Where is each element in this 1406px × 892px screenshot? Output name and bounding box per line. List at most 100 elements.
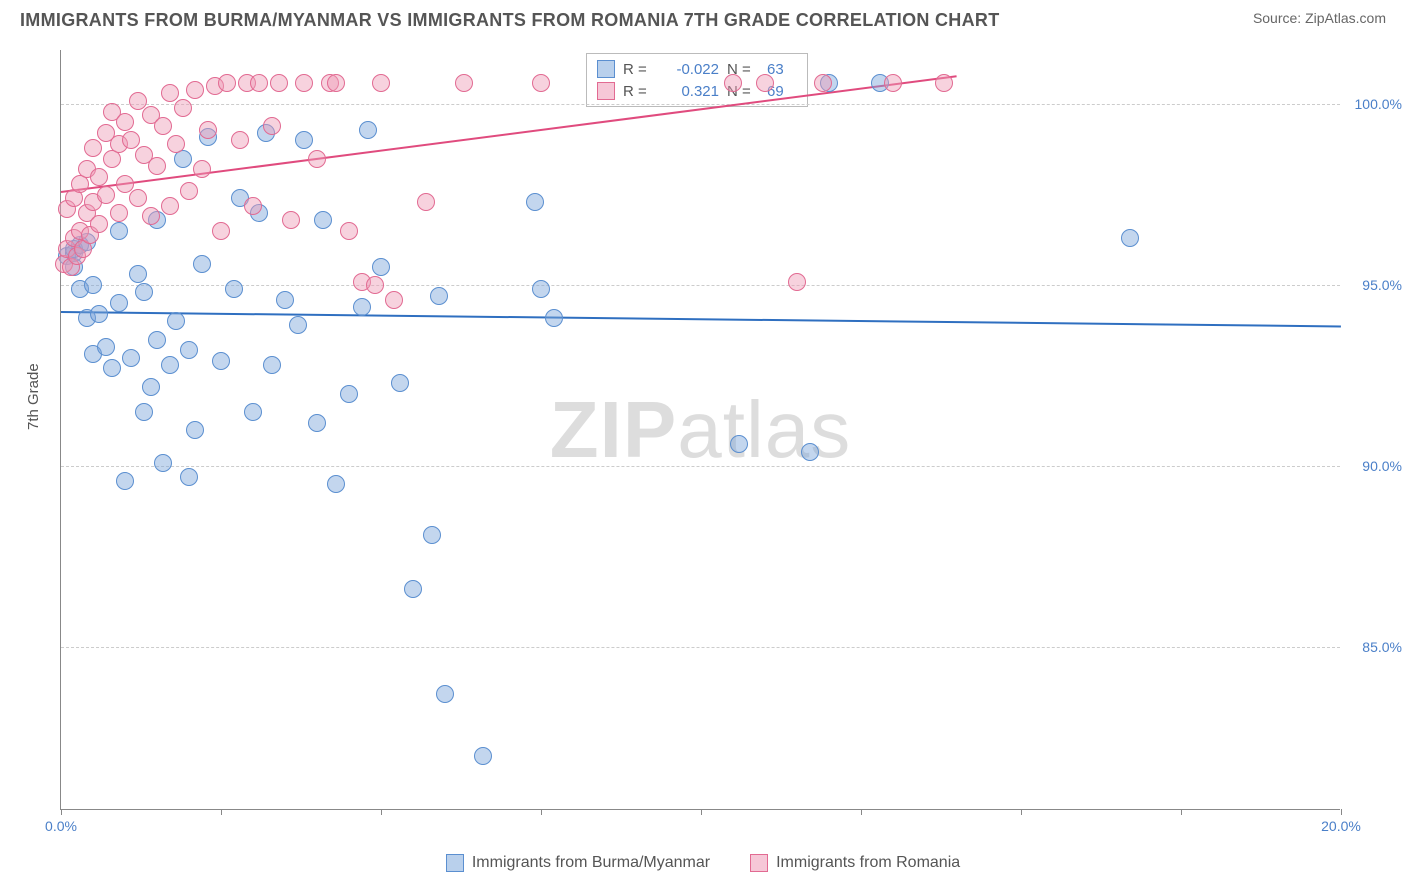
data-point: [730, 435, 748, 453]
stat-r-label: R =: [623, 61, 651, 78]
x-tick: [221, 809, 222, 815]
gridline-h: [61, 285, 1340, 286]
data-point: [250, 74, 268, 92]
x-tick: [1021, 809, 1022, 815]
legend-label: Immigrants from Burma/Myanmar: [472, 854, 710, 872]
legend-item: Immigrants from Burma/Myanmar: [446, 854, 710, 872]
y-tick-label: 100.0%: [1347, 96, 1402, 112]
data-point: [526, 193, 544, 211]
data-point: [90, 168, 108, 186]
data-point: [154, 454, 172, 472]
data-point: [212, 352, 230, 370]
data-point: [263, 117, 281, 135]
data-point: [135, 283, 153, 301]
data-point: [180, 182, 198, 200]
data-point: [142, 207, 160, 225]
data-point: [244, 197, 262, 215]
data-point: [110, 204, 128, 222]
data-point: [122, 131, 140, 149]
data-point: [90, 305, 108, 323]
data-point: [359, 121, 377, 139]
data-point: [84, 139, 102, 157]
data-point: [84, 276, 102, 294]
data-point: [353, 298, 371, 316]
data-point: [308, 150, 326, 168]
x-tick-label: 0.0%: [45, 818, 77, 834]
data-point: [532, 74, 550, 92]
data-point: [263, 356, 281, 374]
data-point: [788, 273, 806, 291]
data-point: [193, 255, 211, 273]
chart-title: IMMIGRANTS FROM BURMA/MYANMAR VS IMMIGRA…: [20, 10, 1000, 31]
data-point: [430, 287, 448, 305]
y-tick-label: 95.0%: [1347, 277, 1402, 293]
data-point: [801, 443, 819, 461]
data-point: [129, 265, 147, 283]
gridline-h: [61, 104, 1340, 105]
data-point: [289, 316, 307, 334]
data-point: [935, 74, 953, 92]
x-tick: [61, 809, 62, 815]
data-point: [180, 341, 198, 359]
data-point: [116, 113, 134, 131]
data-point: [97, 338, 115, 356]
data-point: [327, 475, 345, 493]
data-point: [884, 74, 902, 92]
data-point: [103, 359, 121, 377]
legend-swatch: [446, 854, 464, 872]
data-point: [724, 74, 742, 92]
data-point: [186, 81, 204, 99]
data-point: [161, 84, 179, 102]
stat-r-value: 0.321: [659, 83, 719, 100]
data-point: [474, 747, 492, 765]
y-tick-label: 85.0%: [1347, 639, 1402, 655]
data-point: [436, 685, 454, 703]
source-attribution: Source: ZipAtlas.com: [1253, 10, 1386, 26]
data-point: [295, 131, 313, 149]
data-point: [142, 378, 160, 396]
y-axis-label: 7th Grade: [25, 363, 42, 430]
data-point: [244, 403, 262, 421]
data-point: [270, 74, 288, 92]
data-point: [366, 276, 384, 294]
scatter-chart: ZIPatlas R =-0.022N =63R =0.321N =69 85.…: [60, 50, 1340, 810]
data-point: [116, 472, 134, 490]
legend-swatch: [750, 854, 768, 872]
data-point: [314, 211, 332, 229]
legend-label: Immigrants from Romania: [776, 854, 960, 872]
data-point: [135, 403, 153, 421]
gridline-h: [61, 466, 1340, 467]
x-tick: [541, 809, 542, 815]
data-point: [372, 74, 390, 92]
trend-line: [61, 311, 1341, 327]
stat-r-label: R =: [623, 83, 651, 100]
data-point: [423, 526, 441, 544]
data-point: [174, 99, 192, 117]
data-point: [404, 580, 422, 598]
series-swatch: [597, 60, 615, 78]
data-point: [756, 74, 774, 92]
bottom-legend: Immigrants from Burma/Myanmar Immigrants …: [0, 854, 1406, 872]
stat-n-value: 63: [767, 61, 797, 78]
x-tick: [701, 809, 702, 815]
data-point: [218, 74, 236, 92]
data-point: [167, 135, 185, 153]
data-point: [110, 294, 128, 312]
data-point: [372, 258, 390, 276]
data-point: [129, 92, 147, 110]
gridline-h: [61, 647, 1340, 648]
data-point: [231, 131, 249, 149]
data-point: [110, 222, 128, 240]
data-point: [417, 193, 435, 211]
data-point: [532, 280, 550, 298]
data-point: [225, 280, 243, 298]
data-point: [193, 160, 211, 178]
legend-item: Immigrants from Romania: [750, 854, 960, 872]
y-tick-label: 90.0%: [1347, 458, 1402, 474]
data-point: [327, 74, 345, 92]
data-point: [122, 349, 140, 367]
data-point: [129, 189, 147, 207]
data-point: [167, 312, 185, 330]
data-point: [199, 121, 217, 139]
x-tick: [861, 809, 862, 815]
